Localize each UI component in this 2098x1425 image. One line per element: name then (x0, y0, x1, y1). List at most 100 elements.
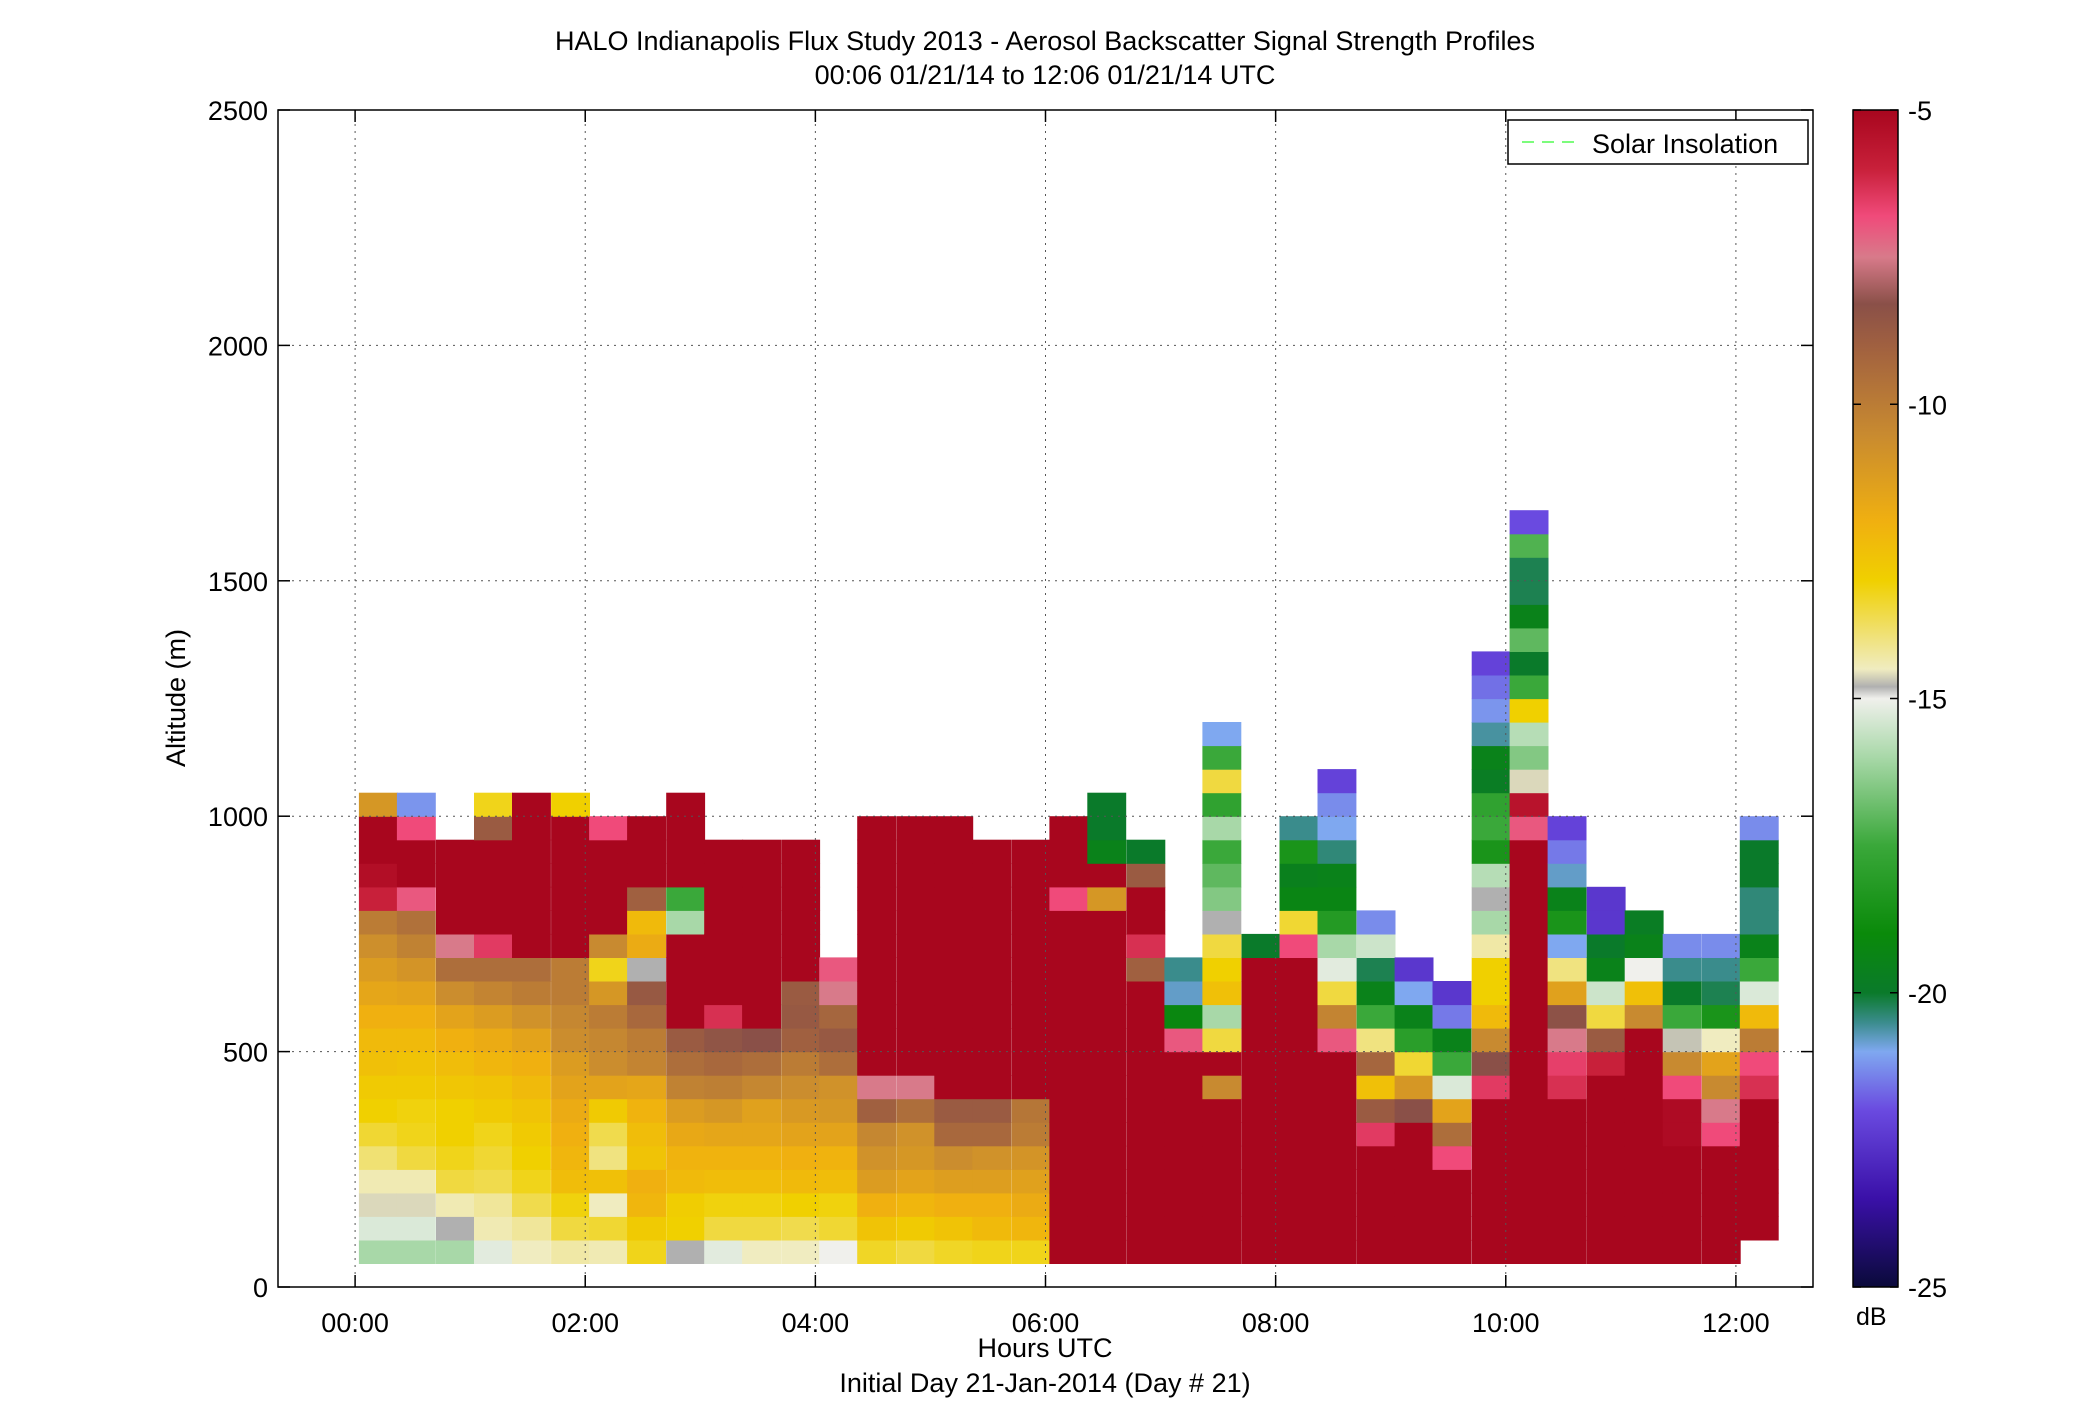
heatmap-cell (819, 1239, 859, 1264)
heatmap-cell (358, 863, 398, 888)
heatmap-cell (1394, 1122, 1434, 1147)
heatmap-cell (742, 981, 781, 1006)
heatmap-cell (1049, 933, 1089, 958)
heatmap-cell (1126, 863, 1166, 888)
heatmap-cell (781, 863, 821, 888)
heatmap-cell (1624, 1216, 1664, 1241)
heatmap-cell (1087, 1075, 1127, 1100)
heatmap-cell (1586, 1145, 1626, 1170)
heatmap-cell (358, 910, 398, 935)
heatmap-cell (666, 792, 706, 817)
heatmap-cell (1356, 1004, 1396, 1029)
heatmap-cell (396, 1075, 436, 1100)
heatmap-cell (551, 863, 590, 888)
heatmap-cell (1509, 886, 1549, 911)
heatmap-cell (857, 910, 897, 935)
heatmap-cell (704, 910, 744, 935)
heatmap-cell (1471, 1145, 1511, 1170)
heatmap-cell (934, 957, 974, 982)
heatmap-cell (1739, 981, 1779, 1006)
heatmap-cell (1049, 1051, 1089, 1076)
heatmap-cell (1011, 1028, 1051, 1053)
heatmap-cell (1241, 981, 1281, 1006)
heatmap-cell (1662, 981, 1702, 1006)
heatmap-cell (1087, 1122, 1127, 1147)
heatmap-cell (396, 933, 436, 958)
heatmap-cell (857, 1051, 897, 1076)
colorbar-tick-label: -15 (1908, 685, 1947, 715)
heatmap-cell (1471, 698, 1511, 723)
chart-subtitle: 00:06 01/21/14 to 12:06 01/21/14 UTC (815, 60, 1276, 90)
heatmap-cell (1049, 1239, 1089, 1264)
heatmap-cell (1432, 981, 1472, 1006)
heatmap-cell (1087, 886, 1127, 911)
heatmap-cell (896, 1028, 936, 1053)
heatmap-cell (1509, 1075, 1549, 1100)
heatmap-cell (1279, 816, 1319, 841)
legend: Solar Insolation (1507, 119, 1809, 165)
heatmap-cell (396, 910, 436, 935)
heatmap-cell (1509, 1192, 1549, 1217)
heatmap-cell (1662, 1169, 1702, 1194)
heatmap-cell (1279, 886, 1319, 911)
heatmap-cell (1356, 1192, 1396, 1217)
heatmap-cell (1509, 1145, 1549, 1170)
heatmap-cell (1701, 1169, 1741, 1194)
heatmap-cell (666, 933, 706, 958)
heatmap-cell (934, 1122, 974, 1147)
heatmap-cell (819, 957, 859, 982)
heatmap-cell (551, 1075, 590, 1100)
heatmap-cell (627, 1122, 666, 1147)
heatmap-cell (512, 1075, 551, 1100)
heatmap-cell (972, 957, 1012, 982)
heatmap-cell (358, 792, 398, 817)
heatmap-cell (857, 1075, 897, 1100)
heatmap-cell (972, 1239, 1012, 1264)
heatmap-cell (627, 910, 666, 935)
heatmap-cell (1164, 1192, 1204, 1217)
heatmap-cell (1164, 1075, 1204, 1100)
heatmap-cell (1011, 1216, 1051, 1241)
heatmap-cell (1471, 1028, 1511, 1053)
heatmap-cell (1509, 1122, 1549, 1147)
heatmap-cell (551, 1122, 590, 1147)
heatmap-cell (1126, 1192, 1166, 1217)
x-axis-label-secondary: Initial Day 21-Jan-2014 (Day # 21) (839, 1368, 1250, 1398)
heatmap-cell (627, 1004, 666, 1029)
heatmap-cell (1739, 910, 1779, 935)
heatmap-cell (1471, 722, 1511, 747)
y-tick-label: 2000 (208, 331, 268, 361)
heatmap-cell (1586, 1216, 1626, 1241)
heatmap-cell (1624, 1169, 1664, 1194)
heatmap-cell (1202, 981, 1242, 1006)
heatmap-cell (704, 1145, 744, 1170)
heatmap-cell (512, 1145, 551, 1170)
heatmap-cell (666, 981, 706, 1006)
heatmap-cell (896, 886, 936, 911)
heatmap-cell (1586, 933, 1626, 958)
heatmap-cell (474, 1004, 513, 1029)
heatmap-cell (1547, 1216, 1587, 1241)
heatmap-cell (1356, 1122, 1396, 1147)
heatmap-cell (1624, 1051, 1664, 1076)
heatmap-cell (896, 1169, 936, 1194)
heatmap-cell (742, 1051, 781, 1076)
heatmap-cell (1202, 886, 1242, 911)
heatmap-cell (1241, 1239, 1281, 1264)
heatmap-cell (1011, 1239, 1051, 1264)
heatmap-cell (1701, 1004, 1741, 1029)
heatmap-cell (934, 981, 974, 1006)
heatmap-cell (1279, 1192, 1319, 1217)
heatmap-cell (896, 1004, 936, 1029)
heatmap-cell (1011, 981, 1051, 1006)
heatmap-cell (474, 816, 513, 841)
heatmap-cell (1087, 1098, 1127, 1123)
heatmap-cell (857, 863, 897, 888)
plot-area: 00:00 02:00 04:00 06:00 08:00 10:00 12:00 0 500… (208, 96, 1814, 1338)
heatmap-cell (1432, 1098, 1472, 1123)
heatmap-cell (551, 1169, 590, 1194)
heatmap-cell (666, 886, 706, 911)
heatmap-cell (474, 1169, 513, 1194)
heatmap-cell (1356, 1051, 1396, 1076)
heatmap-cell (436, 1145, 475, 1170)
